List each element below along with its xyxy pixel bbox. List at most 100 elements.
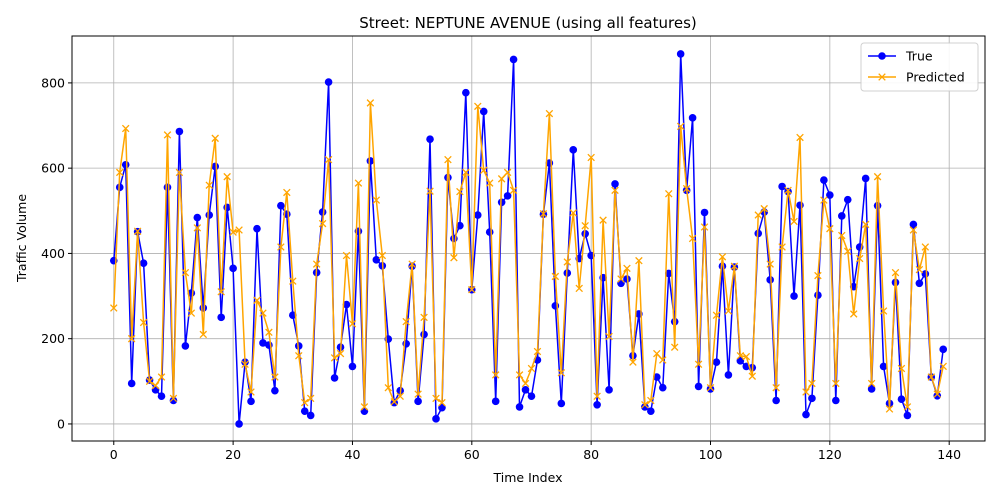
predicted-point — [474, 102, 482, 111]
true-point — [611, 180, 619, 188]
predicted-point — [283, 188, 291, 197]
true-point — [414, 397, 422, 406]
true-point — [569, 146, 578, 154]
true-point — [169, 396, 178, 405]
predicted-point — [533, 347, 542, 356]
true-point — [485, 228, 494, 236]
predicted-point — [718, 253, 727, 261]
true-point — [736, 357, 745, 365]
legend: True Predicted — [860, 42, 979, 92]
predicted-point — [271, 373, 279, 381]
predicted-point — [223, 172, 231, 181]
true-point — [360, 407, 369, 415]
true-point — [253, 224, 261, 233]
true-point — [903, 411, 912, 420]
legend-marker-true — [878, 52, 886, 60]
predicted-point — [563, 258, 572, 266]
predicted-point — [181, 268, 190, 277]
axis-ticks: 0 20 40 60 80 100 120 140 0 200 400 600 800 — [41, 75, 961, 462]
predicted-point — [438, 398, 446, 407]
predicted-point — [372, 196, 381, 204]
predicted-point — [778, 243, 786, 251]
series-layer — [109, 50, 948, 428]
true-point — [151, 386, 160, 394]
legend-marker-predicted — [878, 73, 886, 81]
true-point — [300, 407, 309, 415]
predicted-point — [760, 204, 768, 213]
predicted-point — [497, 175, 506, 183]
predicted-point — [790, 217, 798, 226]
true-point — [426, 135, 434, 143]
predicted-point — [867, 379, 876, 388]
predicted-point — [694, 360, 703, 369]
predicted-point — [426, 187, 434, 195]
true-point — [676, 50, 685, 58]
true-point — [456, 221, 464, 230]
y-tick-label: 0 — [57, 416, 65, 431]
x-tick-label: 100 — [699, 447, 723, 462]
true-point — [557, 399, 566, 408]
predicted-point — [688, 234, 697, 243]
true-point — [318, 208, 327, 216]
predicted-point — [115, 168, 124, 177]
true-point — [694, 382, 703, 391]
predicted-point — [659, 356, 667, 364]
x-axis-label: Time Index — [493, 470, 563, 485]
predicted-point — [921, 243, 930, 251]
predicted-point — [330, 354, 339, 362]
predicted-point — [843, 247, 852, 256]
true-point — [939, 345, 948, 354]
predicted-point — [587, 153, 595, 162]
true-point — [879, 362, 888, 371]
true-point — [790, 292, 798, 300]
true-point — [915, 279, 924, 288]
predicted-point — [169, 394, 178, 403]
predicted-point — [384, 383, 393, 392]
predicted-point — [849, 310, 858, 318]
y-axis-label: Traffic Volume — [14, 194, 29, 283]
predicted-point — [766, 260, 774, 268]
predicted-point — [468, 285, 476, 294]
true-point — [873, 201, 882, 210]
predicted-point — [832, 379, 840, 388]
predicted-point — [306, 394, 315, 403]
predicted-point — [611, 186, 619, 195]
predicted-point — [897, 364, 906, 373]
predicted-point — [444, 155, 452, 164]
y-tick-label: 800 — [41, 75, 65, 90]
predicted-point — [796, 133, 804, 142]
predicted-point — [408, 260, 416, 268]
true-point — [593, 400, 601, 409]
true-point — [814, 291, 822, 300]
predicted-point — [724, 307, 733, 315]
predicted-point — [664, 189, 673, 198]
true-point — [527, 392, 536, 401]
predicted-point — [127, 334, 136, 343]
predicted-point — [348, 320, 357, 328]
true-point — [247, 397, 255, 406]
predicted-point — [133, 227, 142, 236]
true-point — [843, 195, 852, 204]
predicted-point — [211, 134, 219, 143]
predicted-point — [503, 168, 512, 177]
true-point — [509, 55, 518, 64]
true-point — [515, 403, 524, 411]
true-point — [330, 374, 339, 382]
true-point — [796, 201, 804, 210]
predicted-point — [300, 398, 309, 407]
predicted-point — [700, 223, 709, 231]
predicted-point — [479, 166, 488, 175]
true-point — [688, 114, 697, 122]
predicted-point — [545, 109, 554, 118]
predicted-point — [259, 309, 267, 317]
predicted-point — [360, 403, 369, 411]
predicted-point — [420, 313, 428, 322]
true-point — [521, 386, 530, 394]
true-point — [832, 396, 840, 405]
true-point — [647, 407, 655, 415]
true-point — [605, 386, 613, 394]
predicted-point — [682, 184, 691, 193]
true-point — [641, 403, 649, 411]
predicted-series-line — [113, 102, 944, 410]
true-point — [658, 383, 667, 392]
